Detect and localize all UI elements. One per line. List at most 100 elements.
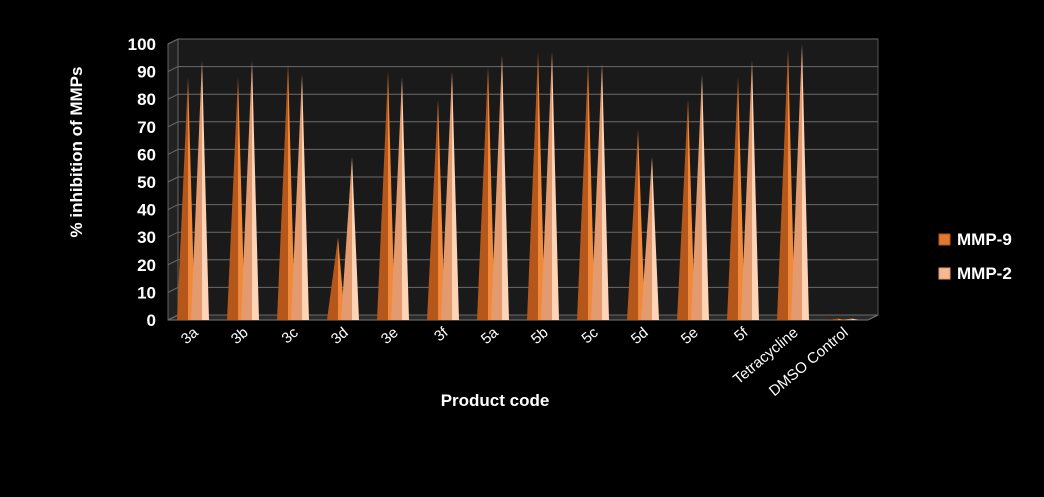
bars (177, 44, 859, 321)
bar-mmp-2-5c-face (602, 63, 609, 320)
bar-mmp-9-3a-face (188, 77, 195, 321)
bar-mmp-9-3b (227, 77, 245, 321)
bar-mmp-9-5f-shade (727, 77, 738, 321)
bar-mmp-9-3f (427, 99, 445, 320)
bar-mmp-2-3f-face (452, 71, 459, 320)
y-tick-label: 70 (137, 118, 156, 137)
floor (167, 314, 879, 321)
bar-mmp-2-5b (541, 52, 559, 320)
bar-mmp-2-3c-shade (291, 74, 302, 320)
bar-mmp-2-5b-shade (541, 52, 552, 320)
gridline (167, 231, 878, 238)
bar-mmp-9-3a (177, 77, 195, 321)
bar-mmp-2-3d (341, 157, 359, 320)
bar-mmp-2-3c (291, 74, 309, 320)
bar-mmp-9-dmso-control-shade (827, 318, 838, 320)
bar-mmp-2-3a-shade (191, 60, 202, 321)
bar-mmp-9-3c-shade (277, 63, 288, 320)
bar-mmp-9-3f-face (438, 99, 445, 320)
gridline (167, 259, 878, 266)
bar-mmp-2-3e-shade (391, 77, 402, 321)
bar-mmp-9-3c-face (288, 63, 295, 320)
y-tick-label: 40 (137, 201, 156, 220)
bar-mmp-9-3c (277, 63, 295, 320)
gridline (167, 38, 878, 45)
bar-mmp-2-5a (491, 55, 509, 320)
bar-mmp-2-5d-face (652, 157, 659, 320)
bar-mmp-9-3b-shade (227, 77, 238, 321)
bar-mmp-2-5f (741, 60, 759, 321)
bar-mmp-9-5a-shade (477, 66, 488, 320)
bar-mmp-9-5b-shade (527, 52, 538, 320)
bar-mmp-2-3d-shade (341, 157, 352, 320)
bar-mmp-9-5d-face (638, 129, 645, 320)
bar-mmp-2-5c (591, 63, 609, 320)
bar-mmp-2-5f-shade (741, 60, 752, 321)
bar-mmp-9-5f (727, 77, 745, 321)
gridline (167, 204, 878, 211)
bar-mmp-9-3e-face (388, 71, 395, 320)
bar-mmp-9-3d-face (338, 237, 345, 320)
bar-mmp-2-3b (241, 60, 259, 321)
bar-mmp-2-tetracycline-face (802, 44, 809, 320)
bar-mmp-9-3f-shade (427, 99, 438, 320)
bar-mmp-2-3b-face (252, 60, 259, 321)
bar-mmp-2-3b-shade (241, 60, 252, 321)
bar-mmp-9-5e (677, 99, 695, 320)
legend-mmp-9-swatch (938, 233, 951, 246)
bar-mmp-9-tetracycline-face (788, 49, 795, 321)
bar-mmp-2-5e-face (702, 74, 709, 320)
legend-mmp-9-label: MMP-9 (957, 230, 1012, 249)
bar-mmp-2-5a-shade (491, 55, 502, 320)
bar-mmp-2-3a (191, 60, 209, 321)
y-tick-label: 30 (137, 228, 156, 247)
legend: MMP-9 MMP-2 (938, 230, 1012, 283)
bar-mmp-2-3a-face (202, 60, 209, 321)
y-tick-label: 80 (137, 90, 156, 109)
gridline (167, 176, 878, 183)
gridline (167, 148, 878, 155)
bar-mmp-9-5e-face (688, 99, 695, 320)
y-tick-label: 60 (137, 145, 156, 164)
bar-mmp-9-3a-shade (177, 77, 188, 321)
bar-mmp-9-5e-shade (677, 99, 688, 320)
bar-mmp-9-5c (577, 63, 595, 320)
bar-mmp-2-tetracycline (791, 44, 809, 320)
bar-mmp-9-dmso-control (827, 318, 845, 320)
bar-mmp-2-5d (641, 157, 659, 320)
y-tick-label: 90 (137, 63, 156, 82)
bar-mmp-9-5d (627, 129, 645, 320)
bar-mmp-9-3e-shade (377, 71, 388, 320)
gridline (167, 93, 878, 100)
bar-mmp-9-3e (377, 71, 395, 320)
y-tick-label: 0 (147, 311, 156, 330)
bar-mmp-2-5f-face (752, 60, 759, 321)
x-axis-title: Product code (441, 391, 550, 410)
chart-walls (167, 38, 879, 321)
bar-mmp-9-5f-face (738, 77, 745, 321)
bar-mmp-9-5b-face (538, 52, 545, 320)
y-tick-label: 20 (137, 256, 156, 275)
bar-mmp-9-5c-shade (577, 63, 588, 320)
bar-mmp-9-5a (477, 66, 495, 320)
bar-mmp-9-tetracycline (777, 49, 795, 321)
bar-mmp-2-dmso-control-face (852, 318, 859, 320)
y-tick-label: 50 (137, 173, 156, 192)
y-tick-label: 100 (128, 35, 156, 54)
y-tick-labels: 0 10 20 30 40 50 60 70 80 90 100 (128, 35, 156, 330)
bar-mmp-2-3e-face (402, 77, 409, 321)
bar-mmp-9-dmso-control-face (838, 318, 845, 320)
bar-mmp-9-5d-shade (627, 129, 638, 320)
y-axis-title: % inhibition of MMPs (67, 67, 86, 238)
bar-mmp-2-dmso-control-shade (841, 318, 852, 320)
bar-mmp-2-5e (691, 74, 709, 320)
gridline (167, 66, 878, 73)
bar-mmp-2-3f-shade (441, 71, 452, 320)
bar-mmp-9-5b (527, 52, 545, 320)
bar-mmp-2-5e-shade (691, 74, 702, 320)
bar-mmp-2-3f (441, 71, 459, 320)
legend-mmp-2-swatch (938, 267, 951, 280)
legend-mmp-2-label: MMP-2 (957, 264, 1012, 283)
bar-mmp-2-tetracycline-shade (791, 44, 802, 320)
